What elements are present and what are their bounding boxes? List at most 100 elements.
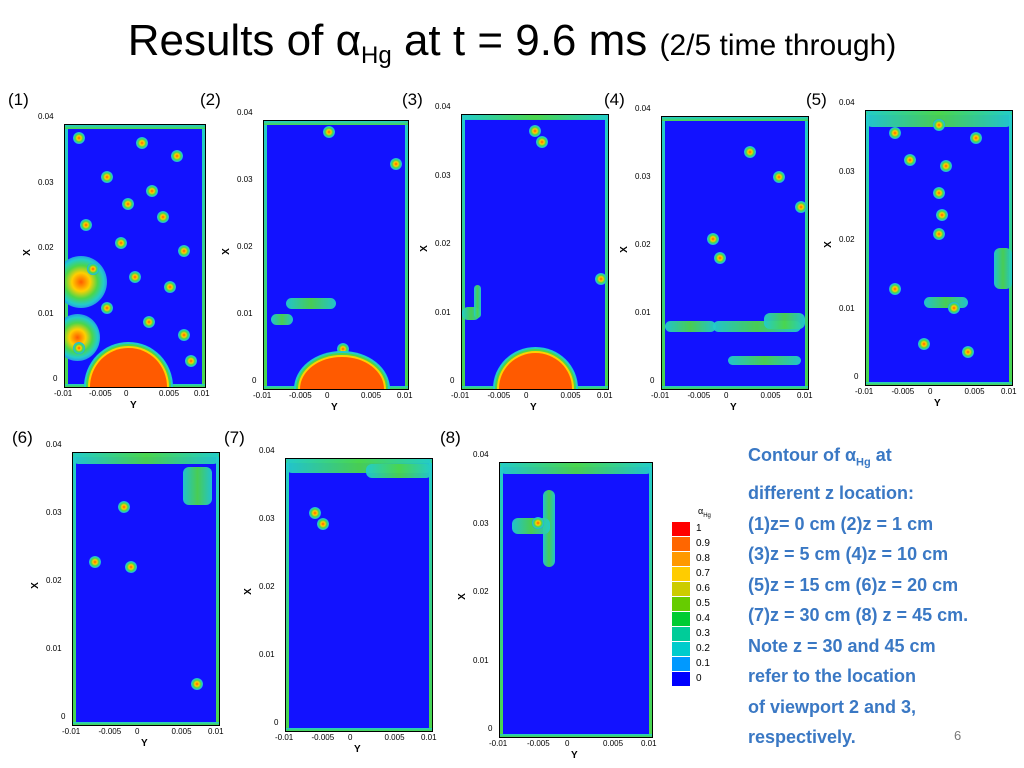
y-tick-label: 0 bbox=[488, 724, 493, 733]
legend-swatch bbox=[672, 537, 690, 551]
legend-level-label: 0.2 bbox=[696, 643, 710, 654]
y-tick-label: 0 bbox=[61, 712, 66, 721]
note-line-8: refer to the location bbox=[748, 666, 917, 687]
page-number: 6 bbox=[954, 728, 962, 743]
x-tick-label: -0.01 bbox=[651, 391, 670, 400]
mercury-droplet bbox=[143, 315, 155, 328]
x-tick-label: 0.01 bbox=[597, 391, 613, 400]
y-tick-label: 0 bbox=[53, 374, 58, 383]
x-tick-label: 0 bbox=[565, 739, 570, 748]
x-tick-label: 0.005 bbox=[964, 387, 985, 396]
wall-layer bbox=[866, 382, 1012, 385]
panel-label-3: (3) bbox=[402, 90, 423, 109]
x-tick-label: 0.01 bbox=[641, 739, 657, 748]
mercury-droplet bbox=[889, 126, 902, 139]
legend-level-label: 0.6 bbox=[696, 583, 710, 594]
y-tick-label: 0.03 bbox=[237, 175, 253, 184]
wall-layer bbox=[605, 115, 608, 389]
legend-swatch bbox=[672, 522, 690, 536]
mercury-droplet bbox=[707, 233, 720, 246]
x-tick-label: 0.01 bbox=[1001, 387, 1017, 396]
x-tick-label: -0.005 bbox=[289, 391, 312, 400]
contour-field bbox=[72, 452, 220, 726]
legend-level-label: 0.3 bbox=[696, 628, 710, 639]
legend-level-label: 0.7 bbox=[696, 568, 710, 579]
mercury-streak bbox=[764, 312, 806, 330]
mercury-droplet bbox=[145, 184, 158, 197]
x-tick-label: 0 bbox=[724, 391, 729, 400]
panel-label-8: (8) bbox=[440, 428, 461, 447]
legend-swatch bbox=[672, 642, 690, 656]
x-tick-label: -0.005 bbox=[891, 387, 915, 396]
legend-swatch bbox=[672, 582, 690, 596]
y-axis-label: X bbox=[456, 593, 468, 600]
x-tick-label: -0.01 bbox=[489, 739, 508, 748]
wall-layer bbox=[500, 463, 503, 737]
note-line-1: Contour of αHg at bbox=[748, 445, 892, 469]
wall-layer bbox=[662, 117, 808, 121]
mercury-droplet bbox=[933, 118, 945, 131]
title-paren: (2/5 time through) bbox=[659, 29, 897, 62]
x-axis-label: Y bbox=[331, 402, 338, 413]
title-subscript: Hg bbox=[361, 42, 392, 69]
mercury-droplet bbox=[889, 283, 902, 296]
x-tick-label: 0.005 bbox=[159, 389, 180, 398]
mercury-streak bbox=[73, 453, 219, 464]
x-axis-label: Y bbox=[354, 744, 361, 755]
y-tick-label: 0.03 bbox=[46, 508, 62, 517]
y-tick-label: 0 bbox=[274, 718, 279, 727]
x-tick-label: 0.01 bbox=[397, 391, 413, 400]
wall-layer bbox=[429, 459, 432, 731]
y-tick-label: 0.02 bbox=[839, 235, 855, 244]
wall-layer bbox=[1009, 111, 1012, 385]
y-axis-label: X bbox=[822, 241, 834, 248]
mercury-droplet bbox=[125, 561, 138, 574]
y-tick-label: 0.02 bbox=[435, 239, 451, 248]
legend-title: αHg bbox=[698, 506, 711, 519]
wall-layer bbox=[216, 453, 219, 725]
mercury-droplet bbox=[969, 132, 982, 145]
x-axis-label: Y bbox=[141, 738, 148, 749]
note-line-9: of viewport 2 and 3, bbox=[748, 696, 917, 717]
mercury-droplet bbox=[594, 273, 607, 286]
mercury-streak bbox=[664, 321, 716, 332]
y-tick-label: 0.01 bbox=[839, 303, 855, 313]
color-legend: αHg 1 0.9 0.8 0.7 0.6 0.5 0.4 0.3 0.2 0.1 0 bbox=[672, 506, 732, 690]
note-line-10: respectively. bbox=[748, 727, 856, 748]
y-tick-label: 0.04 bbox=[237, 108, 253, 117]
y-tick-label: 0.02 bbox=[38, 243, 54, 252]
mercury-pocket bbox=[65, 313, 100, 361]
slide-title: Results of αHg at t = 9.6 ms (2/5 time t… bbox=[0, 16, 1024, 69]
mercury-droplet bbox=[316, 518, 329, 531]
y-tick-label: 0.04 bbox=[38, 112, 54, 121]
y-tick-label: 0.03 bbox=[635, 172, 651, 181]
note-line-4: (3)z = 5 cm (4)z = 10 cm bbox=[748, 544, 949, 565]
note-line-2: different z location: bbox=[748, 483, 914, 504]
panel-label-7: (7) bbox=[224, 428, 245, 447]
contour-field bbox=[263, 120, 409, 390]
y-tick-label: 0.01 bbox=[473, 655, 489, 665]
wall-layer bbox=[65, 125, 68, 387]
legend-level-label: 0.9 bbox=[696, 538, 710, 549]
mercury-droplet bbox=[129, 270, 141, 283]
x-axis-label: Y bbox=[571, 750, 578, 761]
mercury-droplet bbox=[933, 228, 945, 241]
x-tick-label: -0.01 bbox=[855, 387, 874, 396]
y-tick-label: 0 bbox=[854, 372, 859, 381]
y-axis-label: X bbox=[418, 245, 430, 252]
mercury-streak bbox=[994, 248, 1012, 290]
x-axis-label: Y bbox=[130, 400, 137, 411]
wall-layer bbox=[405, 121, 408, 389]
wall-layer bbox=[462, 115, 465, 389]
wall-layer bbox=[65, 125, 205, 129]
mercury-droplet bbox=[536, 136, 549, 149]
mercury-streak bbox=[512, 517, 551, 535]
y-tick-label: 0 bbox=[252, 376, 257, 385]
y-tick-label: 0.01 bbox=[259, 650, 275, 659]
y-tick-label: 0.03 bbox=[38, 177, 54, 187]
mercury-droplet bbox=[101, 302, 113, 315]
mercury-droplet bbox=[80, 218, 92, 231]
y-tick-label: 0.03 bbox=[473, 518, 489, 528]
legend-swatch bbox=[672, 627, 690, 641]
legend-level-label: 0.4 bbox=[696, 613, 710, 624]
